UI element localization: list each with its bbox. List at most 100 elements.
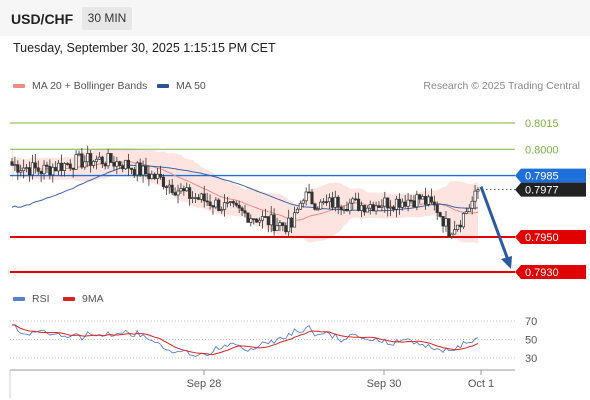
candle: [249, 214, 253, 227]
candle: [179, 183, 183, 194]
candle: [307, 183, 311, 194]
candle: [260, 210, 265, 229]
candle: [109, 153, 113, 163]
candle: [191, 191, 195, 204]
candle: [240, 206, 244, 216]
candle: [380, 199, 384, 212]
candle: [246, 212, 250, 223]
candle: [391, 205, 396, 213]
candle: [400, 198, 404, 211]
candle: [97, 152, 101, 160]
legend-swatch-ma-bollinger: [13, 84, 25, 88]
legend-rsi: RSI: [13, 293, 50, 305]
candle: [19, 164, 23, 177]
legend-label-9ma: 9MA: [82, 293, 104, 305]
candle: [255, 218, 259, 223]
candle: [16, 160, 20, 181]
x-tick-label-2: Oct 1: [468, 378, 494, 390]
candle: [435, 201, 439, 220]
legend-swatch-9ma: [63, 297, 75, 301]
candle: [429, 188, 433, 205]
rsi-level-label-0: 70: [525, 316, 537, 328]
candle: [158, 165, 163, 180]
legend-label-ma-bollinger: MA 20 + Bollinger Bands: [32, 80, 148, 92]
timeframe-button[interactable]: 30 MIN: [82, 7, 132, 30]
rsi-panel: 70 50 30: [10, 316, 537, 365]
candle: [150, 170, 154, 180]
forecast-arrow-shaft: [479, 186, 510, 261]
candle: [100, 155, 104, 168]
candle: [461, 212, 465, 230]
datetime-label: Tuesday, September 30, 2025 1:15:15 PM C…: [13, 41, 276, 55]
candle: [71, 167, 75, 178]
candle: [94, 155, 99, 170]
candle: [208, 194, 212, 210]
candle: [386, 197, 390, 217]
forecast-arrow-head: [501, 256, 512, 269]
candle: [275, 217, 279, 232]
candle: [77, 150, 81, 157]
candle: [345, 201, 349, 212]
candle: [301, 198, 305, 208]
candle: [196, 194, 200, 201]
candle: [284, 222, 288, 235]
candle: [156, 167, 160, 184]
candle: [68, 159, 72, 171]
candle: [310, 189, 314, 205]
candle: [89, 150, 93, 173]
candle: [316, 206, 320, 211]
candle: [202, 185, 206, 208]
candle: [86, 145, 90, 168]
level-tag-2: [515, 168, 586, 183]
candle: [397, 193, 401, 215]
candle: [144, 157, 148, 178]
legend-9ma: 9MA: [63, 293, 104, 305]
candle: [228, 201, 232, 207]
candle: [322, 198, 326, 205]
candle: [118, 160, 122, 170]
candle: [10, 158, 14, 167]
rsi-line: [11, 324, 479, 357]
candle: [269, 206, 273, 233]
candle: [438, 211, 442, 218]
chart-header-bar: USD/CHF 30 MIN: [0, 0, 590, 36]
candle: [83, 155, 87, 170]
candle: [48, 159, 52, 180]
candle: [330, 191, 334, 211]
candle: [74, 150, 78, 170]
candle: [91, 159, 96, 169]
research-credit: Research © 2025 Trading Central: [423, 80, 580, 92]
legend-label-rsi: RSI: [32, 293, 50, 305]
candle: [441, 216, 445, 233]
candle: [292, 206, 297, 228]
candle: [362, 204, 366, 216]
candle: [342, 205, 346, 214]
candle: [135, 160, 139, 182]
candle: [217, 197, 221, 212]
candle: [59, 154, 64, 177]
level-label-5: 0.7930: [525, 267, 559, 279]
candle: [272, 208, 276, 236]
candle: [456, 224, 460, 232]
candle: [421, 194, 425, 200]
candle: [80, 148, 84, 170]
candle: [112, 155, 116, 171]
candle: [325, 194, 329, 206]
candle: [467, 203, 471, 212]
candle: [57, 159, 61, 175]
level-label-3: 0.7977: [525, 185, 559, 197]
x-axis: Sep 28 Sep 30 Oct 1: [9, 369, 515, 398]
candle: [406, 193, 410, 212]
candle: [295, 207, 299, 214]
candle: [141, 160, 145, 183]
candle: [33, 154, 37, 174]
x-tick-label-1: Sep 30: [367, 378, 402, 390]
candle: [164, 185, 168, 196]
candle: [170, 178, 174, 195]
candle: [426, 194, 431, 207]
candle: [54, 161, 58, 172]
legend-swatch-ma50: [157, 84, 169, 88]
candle: [39, 170, 43, 183]
level-label-0: 0.8015: [525, 118, 559, 130]
